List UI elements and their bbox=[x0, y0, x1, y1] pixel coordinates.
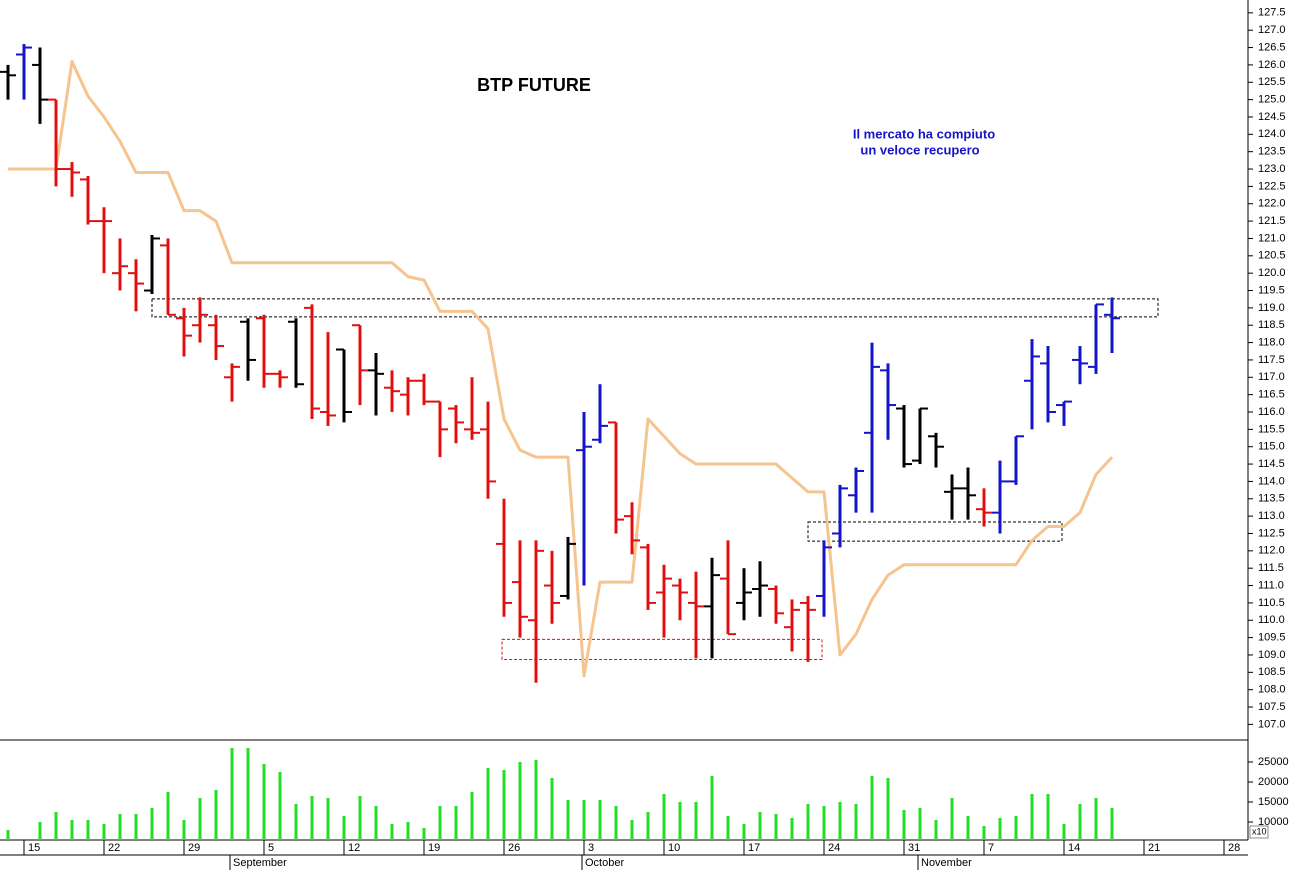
y-tick-label: 111.5 bbox=[1258, 562, 1284, 574]
y-tick-label: 118.0 bbox=[1258, 336, 1285, 348]
y-tick-label: 125.5 bbox=[1258, 76, 1286, 88]
y-tick-label: 108.5 bbox=[1258, 666, 1286, 678]
y-tick-label: 111.0 bbox=[1258, 579, 1284, 591]
y-tick-label: 107.5 bbox=[1258, 701, 1286, 713]
y-tick-label: 114.0 bbox=[1258, 475, 1285, 487]
y-tick-label: 109.0 bbox=[1258, 649, 1286, 661]
y-tick-label: 122.0 bbox=[1258, 198, 1286, 210]
annotation: Il mercato ha compiuto bbox=[853, 126, 995, 141]
x-tick-label: 31 bbox=[908, 842, 920, 854]
y-tick-label: 123.0 bbox=[1258, 163, 1286, 175]
y-tick-label: 115.5 bbox=[1258, 423, 1285, 435]
x-tick-label: 19 bbox=[428, 842, 440, 854]
y-tick-label: 120.5 bbox=[1258, 250, 1286, 262]
y-tick-label: 10000 bbox=[1258, 816, 1289, 828]
y-tick-label: 112.5 bbox=[1258, 527, 1285, 539]
y-tick-label: 118.5 bbox=[1258, 319, 1285, 331]
y-tick-label: 110.5 bbox=[1258, 597, 1285, 609]
y-tick-label: 116.5 bbox=[1258, 389, 1285, 401]
y-tick-label: 25000 bbox=[1258, 756, 1289, 768]
month-label: November bbox=[921, 857, 972, 869]
scale-box bbox=[1249, 825, 1269, 839]
x-tick-label: 26 bbox=[508, 842, 520, 854]
y-tick-label: 115.0 bbox=[1258, 441, 1285, 453]
y-tick-label: 123.5 bbox=[1258, 146, 1286, 158]
x-tick-label: 5 bbox=[268, 842, 274, 854]
x-tick-label: 10 bbox=[668, 842, 680, 854]
y-tick-label: 126.5 bbox=[1258, 41, 1286, 53]
y-tick-label: 127.0 bbox=[1258, 24, 1286, 36]
y-tick-label: 20000 bbox=[1258, 776, 1289, 788]
y-tick-label: 112.0 bbox=[1258, 545, 1285, 557]
y-tick-label: 117.5 bbox=[1258, 354, 1285, 366]
y-tick-label: 119.0 bbox=[1258, 302, 1285, 314]
zone bbox=[151, 298, 1159, 318]
x-tick-label: 29 bbox=[188, 842, 200, 854]
x-tick-label: 17 bbox=[748, 842, 760, 854]
y-tick-label: 126.0 bbox=[1258, 59, 1286, 71]
zone bbox=[807, 521, 1063, 542]
x-tick-label: 28 bbox=[1228, 842, 1240, 854]
month-label: September bbox=[233, 857, 287, 869]
y-tick-label: 124.5 bbox=[1258, 111, 1286, 123]
y-tick-label: 107.0 bbox=[1258, 718, 1286, 730]
y-tick-label: 119.5 bbox=[1258, 284, 1285, 296]
y-tick-label: 113.5 bbox=[1258, 493, 1285, 505]
y-tick-label: 125.0 bbox=[1258, 94, 1286, 106]
chart-title: BTP FUTURE bbox=[477, 75, 591, 95]
y-tick-label: 124.0 bbox=[1258, 128, 1286, 140]
y-tick-label: 15000 bbox=[1258, 796, 1289, 808]
trailing-line bbox=[8, 59, 1114, 678]
y-tick-label: 121.5 bbox=[1258, 215, 1286, 227]
x-tick-label: 22 bbox=[108, 842, 120, 854]
y-tick-label: 114.5 bbox=[1258, 458, 1285, 470]
y-tick-label: 127.5 bbox=[1258, 7, 1286, 19]
month-label: October bbox=[585, 857, 624, 869]
x-tick-label: 24 bbox=[828, 842, 840, 854]
y-tick-label: 122.5 bbox=[1258, 180, 1286, 192]
x-tick-label: 14 bbox=[1068, 842, 1080, 854]
scale-label: x10 bbox=[1252, 826, 1267, 836]
y-tick-label: 116.0 bbox=[1258, 406, 1285, 418]
y-tick-label: 108.0 bbox=[1258, 684, 1286, 696]
annotation: un veloce recupero bbox=[860, 142, 979, 157]
y-tick-label: 120.0 bbox=[1258, 267, 1286, 279]
x-tick-label: 15 bbox=[28, 842, 40, 854]
y-tick-label: 117.0 bbox=[1258, 371, 1285, 383]
y-tick-label: 110.0 bbox=[1258, 614, 1285, 626]
y-tick-label: 121.0 bbox=[1258, 232, 1286, 244]
y-tick-label: 113.0 bbox=[1258, 510, 1285, 522]
x-tick-label: 7 bbox=[988, 842, 994, 854]
x-tick-label: 3 bbox=[588, 842, 594, 854]
y-tick-label: 109.5 bbox=[1258, 632, 1286, 644]
x-tick-label: 21 bbox=[1148, 842, 1160, 854]
zone bbox=[501, 638, 823, 660]
x-tick-label: 12 bbox=[348, 842, 360, 854]
